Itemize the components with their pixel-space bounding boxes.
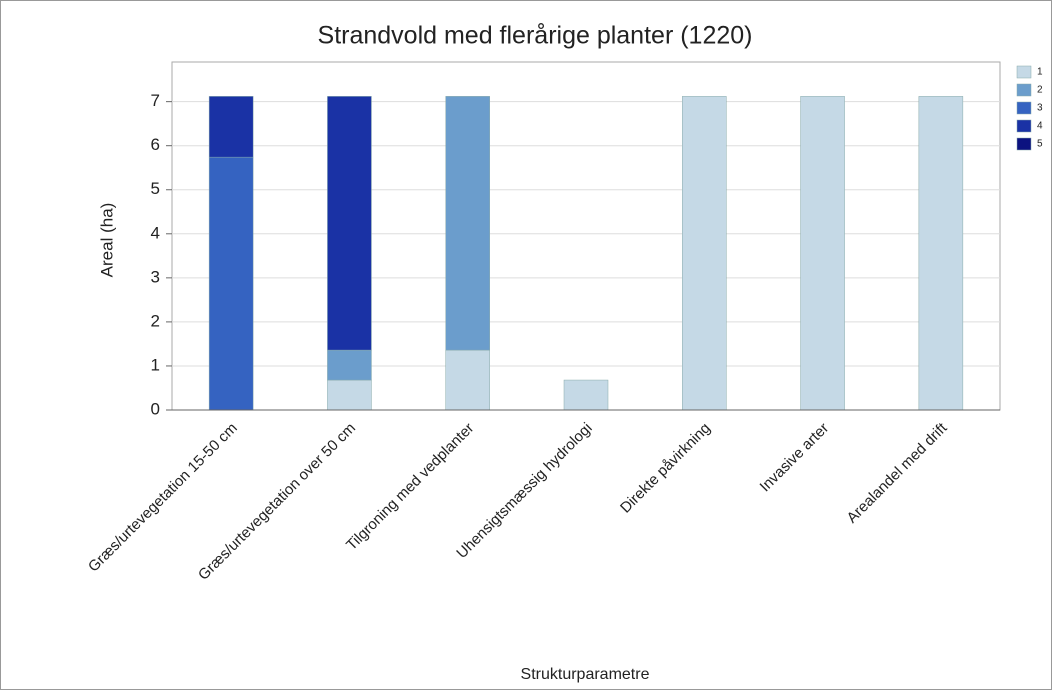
legend-label: 3 — [1037, 103, 1043, 114]
y-tick-label: 7 — [151, 91, 160, 110]
y-tick-label: 1 — [151, 355, 160, 374]
y-tick-label: 0 — [151, 399, 160, 418]
y-tick-label: 3 — [151, 267, 160, 286]
bar-segment — [682, 96, 727, 411]
bar-segment — [918, 96, 964, 411]
legend-swatch — [1016, 101, 1032, 115]
bar-segment — [445, 96, 490, 351]
y-tick-label: 6 — [151, 135, 160, 154]
bar-segment — [445, 349, 490, 411]
y-tick-label: 2 — [151, 311, 160, 330]
y-tick-label: 5 — [151, 179, 160, 198]
legend-label: 5 — [1037, 139, 1043, 150]
plot-area — [171, 61, 1001, 411]
legend-swatch — [1016, 83, 1032, 97]
bar-segment — [327, 349, 372, 381]
legend-swatch — [1016, 65, 1032, 79]
legend-label: 1 — [1037, 67, 1043, 78]
chart-title: Strandvold med flerårige planter (1220) — [318, 22, 753, 50]
bar-segment — [327, 96, 372, 351]
legend-swatch — [1016, 119, 1032, 133]
bar-segment — [208, 96, 254, 158]
legend-label: 2 — [1037, 85, 1043, 96]
y-tick-label: 4 — [151, 223, 160, 242]
y-axis-title: Areal (ha) — [97, 203, 116, 278]
bar-segment — [800, 96, 845, 411]
bar-segment — [563, 379, 609, 411]
x-axis-title: Strukturparametre — [521, 666, 650, 683]
bar-segment — [208, 156, 254, 411]
legend-label: 4 — [1037, 121, 1043, 132]
bar-segment — [327, 379, 372, 411]
legend-swatch — [1016, 137, 1032, 151]
